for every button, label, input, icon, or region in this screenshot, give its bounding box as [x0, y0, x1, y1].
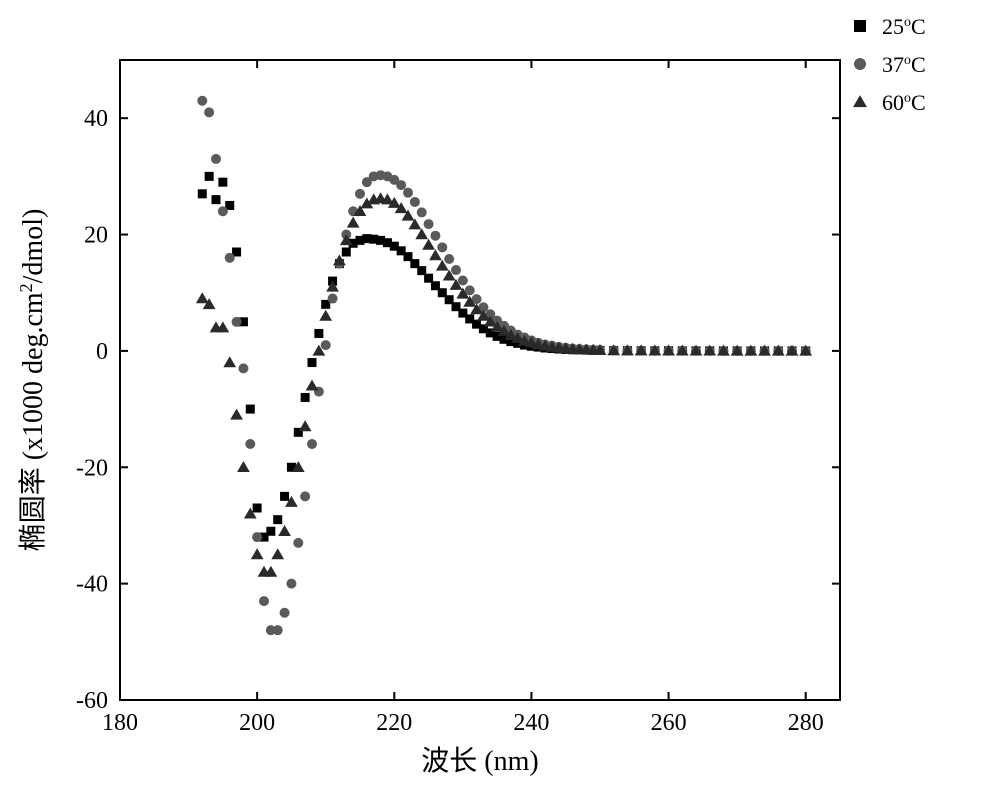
legend-label: 25oC — [882, 14, 926, 39]
y-tick-label: -20 — [76, 455, 108, 481]
y-tick-label: 20 — [84, 223, 108, 249]
x-tick-label: 280 — [788, 710, 824, 736]
y-tick-label: -40 — [76, 572, 108, 598]
x-axis-label: 波长 (nm) — [421, 745, 538, 777]
x-tick-label: 260 — [651, 710, 687, 736]
cd-spectrum-chart: 180200220240260280-60-40-2002040波长 (nm)椭… — [0, 0, 1000, 794]
x-tick-label: 240 — [513, 710, 549, 736]
y-tick-label: 40 — [84, 106, 108, 132]
legend-label: 60oC — [882, 90, 926, 115]
x-tick-label: 200 — [239, 710, 275, 736]
y-tick-label: -60 — [76, 688, 108, 714]
y-tick-label: 0 — [96, 339, 108, 365]
legend-label: 37oC — [882, 52, 926, 77]
y-axis-label: 椭圆率 (x1000 deg.cm2/dmol) — [16, 209, 49, 552]
x-tick-label: 220 — [376, 710, 412, 736]
